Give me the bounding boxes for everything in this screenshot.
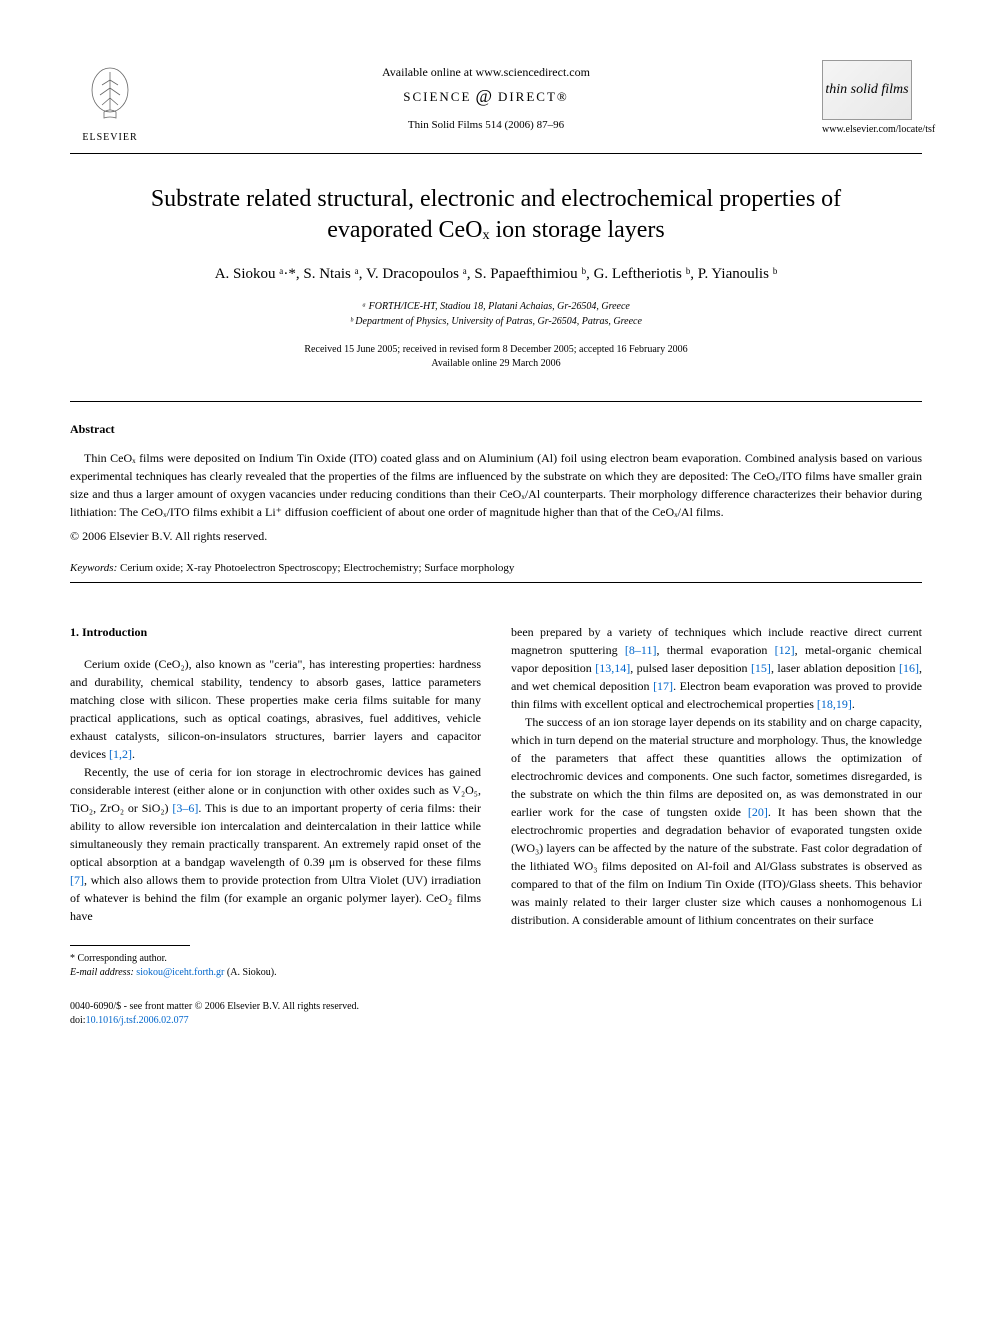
email-suffix: (A. Siokou). (224, 967, 276, 978)
intro-para-1: Cerium oxide (CeO₂), also known as "ceri… (70, 655, 481, 763)
ref-link[interactable]: [20] (748, 805, 768, 819)
abstract-bottom-divider (70, 582, 922, 583)
ref-link[interactable]: [18,19] (817, 697, 852, 711)
abstract-heading: Abstract (70, 422, 922, 437)
journal-reference: Thin Solid Films 514 (2006) 87–96 (150, 119, 822, 131)
issn-line: 0040-6090/$ - see front matter © 2006 El… (70, 1000, 481, 1014)
publisher-name: ELSEVIER (82, 132, 137, 143)
publisher-logo: ELSEVIER (70, 60, 150, 143)
sd-suffix: DIRECT® (498, 89, 569, 105)
corr-label: * Corresponding author. (70, 952, 481, 966)
journal-logo-block: thin solid films www.elsevier.com/locate… (822, 60, 922, 135)
header-divider (70, 153, 922, 154)
ref-link[interactable]: [8–11] (625, 643, 657, 657)
ref-link[interactable]: [7] (70, 873, 84, 887)
received-date: Received 15 June 2005; received in revis… (70, 343, 922, 357)
article-title: Substrate related structural, electronic… (70, 184, 922, 246)
ref-link[interactable]: [17] (653, 679, 673, 693)
email-line: E-mail address: siokou@iceht.forth.gr (A… (70, 966, 481, 980)
elsevier-tree-icon (80, 60, 140, 130)
email-address[interactable]: siokou@iceht.forth.gr (136, 967, 224, 978)
ref-link[interactable]: [1,2] (109, 747, 132, 761)
ref-link[interactable]: [15] (751, 661, 771, 675)
intro-para-4: The success of an ion storage layer depe… (511, 713, 922, 929)
journal-logo: thin solid films (822, 60, 912, 120)
journal-url: www.elsevier.com/locate/tsf (822, 124, 922, 135)
doi-line: doi:10.1016/j.tsf.2006.02.077 (70, 1014, 481, 1028)
abstract-top-divider (70, 401, 922, 402)
science-direct-logo: SCIENCE @ DIRECT® (150, 86, 822, 107)
ref-link[interactable]: [12] (775, 643, 795, 657)
title-line-2: evaporated CeOₓ ion storage layers (327, 217, 665, 243)
doi-link[interactable]: 10.1016/j.tsf.2006.02.077 (86, 1015, 189, 1026)
ref-link[interactable]: [13,14] (595, 661, 630, 675)
sd-prefix: SCIENCE (403, 89, 471, 105)
right-column: been prepared by a variety of techniques… (511, 623, 922, 1028)
affiliations: ᵃ FORTH/ICE-HT, Stadiou 18, Platani Acha… (70, 299, 922, 329)
title-line-1: Substrate related structural, electronic… (151, 186, 841, 212)
center-header: Available online at www.sciencedirect.co… (150, 60, 822, 131)
corresponding-author: * Corresponding author. E-mail address: … (70, 952, 481, 980)
available-online-text: Available online at www.sciencedirect.co… (150, 65, 822, 80)
body-columns: 1. Introduction Cerium oxide (CeO₂), als… (70, 623, 922, 1028)
footnote-divider (70, 945, 190, 946)
sd-at-icon: @ (475, 86, 494, 107)
authors-list: A. Siokou ᵃ·*, S. Ntais ᵃ, V. Dracopoulo… (70, 266, 922, 283)
intro-para-3: been prepared by a variety of techniques… (511, 623, 922, 713)
ref-link[interactable]: [16] (899, 661, 919, 675)
intro-heading: 1. Introduction (70, 623, 481, 641)
left-column: 1. Introduction Cerium oxide (CeO₂), als… (70, 623, 481, 1028)
affiliation-b: ᵇ Department of Physics, University of P… (70, 314, 922, 329)
ref-link[interactable]: [3–6] (172, 801, 198, 815)
online-date: Available online 29 March 2006 (70, 357, 922, 371)
keywords-label: Keywords: (70, 562, 117, 574)
abstract-text: Thin CeOₓ films were deposited on Indium… (70, 449, 922, 521)
affiliation-a: ᵃ FORTH/ICE-HT, Stadiou 18, Platani Acha… (70, 299, 922, 314)
bottom-info: 0040-6090/$ - see front matter © 2006 El… (70, 1000, 481, 1028)
email-label: E-mail address: (70, 967, 136, 978)
keywords-line: Keywords: Cerium oxide; X-ray Photoelect… (70, 562, 922, 574)
header-row: ELSEVIER Available online at www.science… (70, 60, 922, 143)
article-dates: Received 15 June 2005; received in revis… (70, 343, 922, 371)
copyright-text: © 2006 Elsevier B.V. All rights reserved… (70, 529, 922, 544)
keywords-text: Cerium oxide; X-ray Photoelectron Spectr… (117, 562, 514, 574)
intro-para-2: Recently, the use of ceria for ion stora… (70, 763, 481, 925)
